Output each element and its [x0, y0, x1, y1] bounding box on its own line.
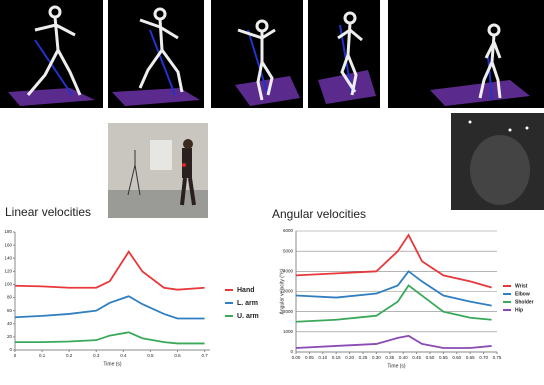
photo: [108, 123, 208, 218]
x-tick-label: 0.35: [385, 355, 394, 360]
y-tick-label: 100: [4, 282, 12, 287]
series-line: [296, 285, 492, 321]
slide: Linear velocities 0 20 40 60 80 100 120 140 160 18…: [0, 0, 544, 385]
x-axis-label: Time (s): [103, 361, 121, 367]
legend-label: Hand: [237, 287, 255, 294]
y-tick-label: 140: [4, 255, 12, 260]
x-tick-label: 0.70: [479, 355, 488, 360]
x-tick-label: 0.05: [305, 355, 314, 360]
x-tick-label: 0.20: [345, 355, 354, 360]
y-tick-label: 20: [7, 334, 13, 339]
x-tick-label: 0.2: [66, 353, 73, 358]
x-tick-label: 0.00: [292, 355, 301, 360]
y-tick-label: 40: [7, 321, 13, 326]
x-tick-label: 0.3: [93, 353, 100, 358]
series-line: [296, 235, 492, 287]
y-tick-label: 0: [9, 347, 12, 352]
panel: [0, 0, 103, 108]
x-tick-label: 0.75: [493, 355, 502, 360]
x-tick-label: 0.5: [147, 353, 154, 358]
series-line: [296, 271, 492, 305]
y-tick-label: 1000: [283, 329, 294, 334]
legend-label: Hip: [515, 307, 523, 313]
y-tick-label: 80: [7, 295, 13, 300]
x-tick-label: 0.60: [452, 355, 461, 360]
legend-label: L. arm: [237, 300, 258, 307]
legend-label: Elbow: [515, 291, 530, 297]
x-tick-label: 0.65: [466, 355, 475, 360]
y-tick-label: 120: [4, 269, 12, 274]
legend-label: U. arm: [237, 313, 259, 320]
x-axis-label: Time (s): [387, 363, 405, 369]
x-tick-label: 0.30: [372, 355, 381, 360]
x-tick-label: 0.25: [359, 355, 368, 360]
legend-label: Sholder: [515, 299, 534, 305]
x-tick-label: 0.4: [120, 353, 127, 358]
x-tick-label: 0.1: [39, 353, 46, 358]
x-tick-label: 0.10: [318, 355, 327, 360]
x-tick-label: 0.40: [399, 355, 408, 360]
series-line: [15, 252, 205, 290]
series-line: [15, 332, 205, 343]
x-tick-label: 0.50: [426, 355, 435, 360]
y-axis-label: Angular velocity (°/s): [279, 268, 285, 314]
chart-title: Angular velocities: [272, 207, 366, 221]
y-tick-label: 60: [7, 308, 13, 313]
x-tick-label: 0.45: [412, 355, 421, 360]
panel: [211, 0, 303, 108]
x-tick-label: 0.15: [332, 355, 341, 360]
legend-label: Wrist: [515, 283, 528, 289]
y-tick-label: 6000: [283, 228, 294, 233]
skeleton-panels: [0, 0, 544, 108]
y-tick-label: 0: [290, 349, 293, 354]
panel: [308, 0, 380, 108]
x-tick-label: 0.7: [201, 353, 208, 358]
y-tick-label: 160: [4, 242, 12, 247]
panel: [108, 0, 204, 108]
x-tick-label: 0.55: [439, 355, 448, 360]
y-tick-label: 180: [4, 229, 12, 234]
chart-title: Linear velocities: [5, 205, 91, 219]
x-tick-label: 0.6: [174, 353, 181, 358]
ir-image: [451, 113, 544, 210]
y-tick-label: 5000: [283, 248, 294, 253]
panel: [388, 0, 544, 108]
series-line: [15, 296, 205, 318]
x-tick-label: 0: [14, 353, 17, 358]
series-line: [296, 336, 492, 348]
